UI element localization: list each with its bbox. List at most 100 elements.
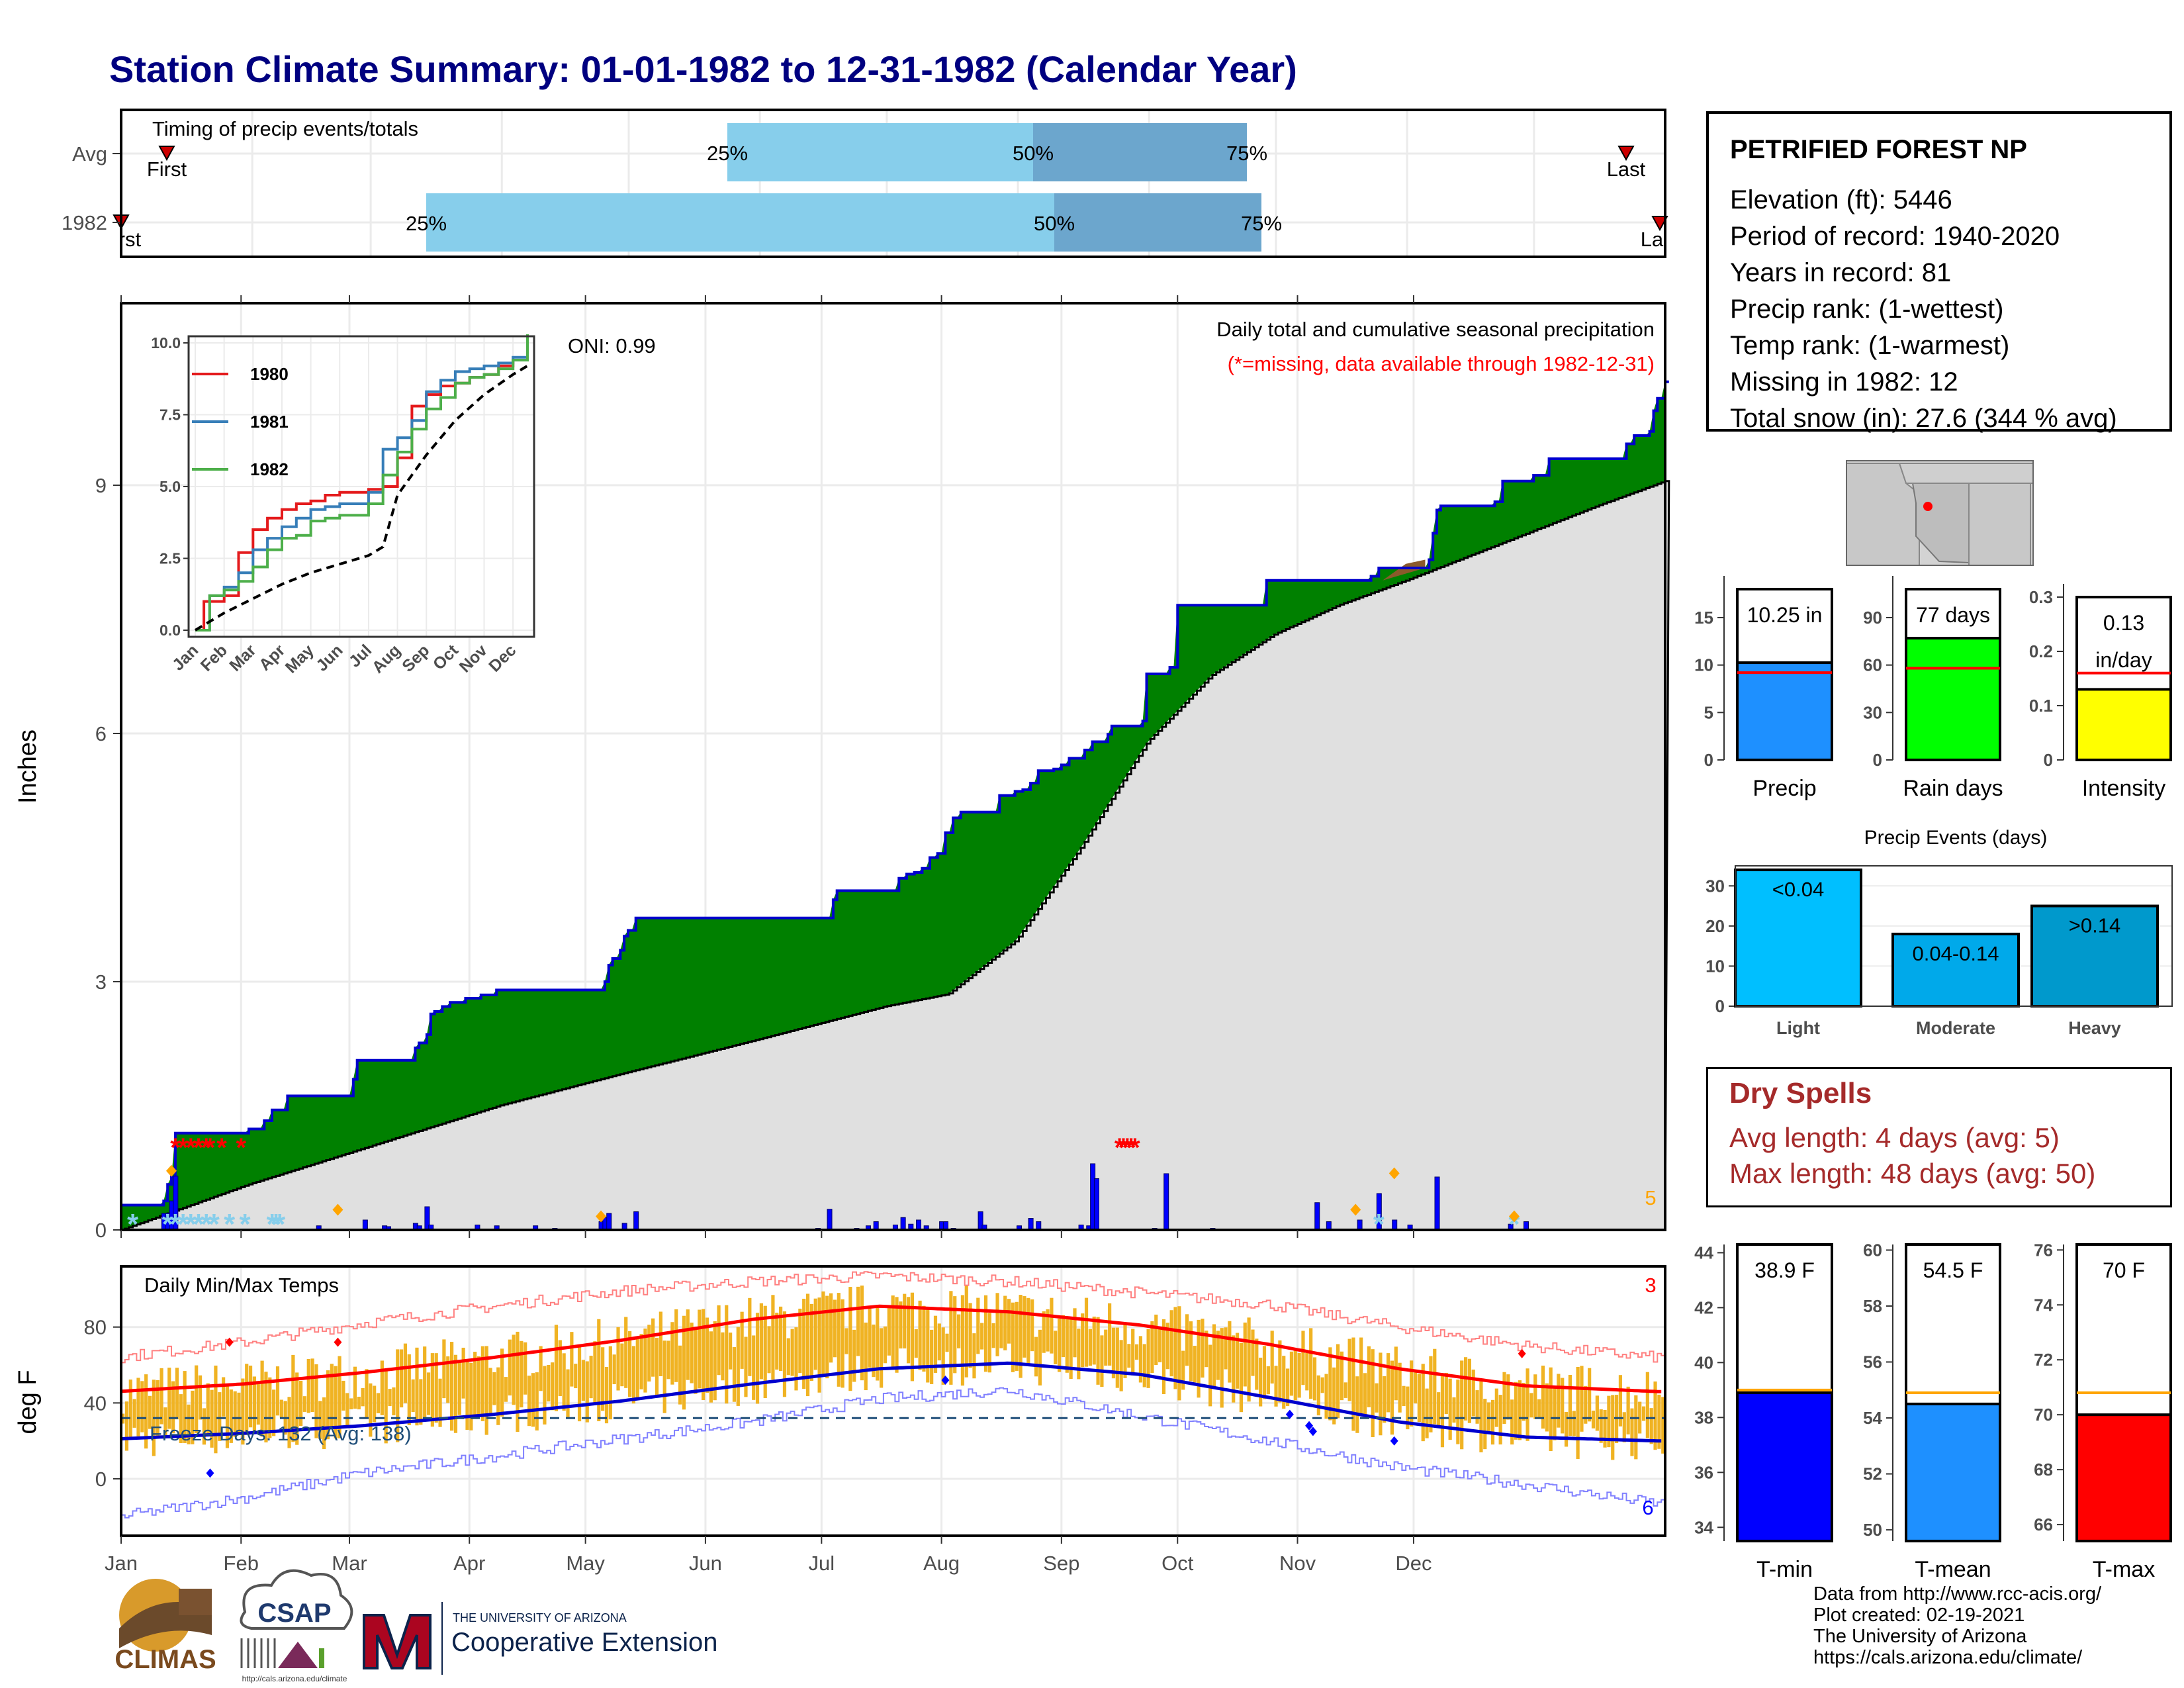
temp-daily-bar bbox=[252, 1376, 257, 1432]
temp-daily-bar bbox=[1169, 1310, 1173, 1377]
temp-daily-bar bbox=[1336, 1344, 1340, 1419]
timing-1982-bar-25-50 bbox=[426, 193, 1054, 252]
precip-snow-marker: * bbox=[208, 1208, 220, 1241]
temp-daily-bar bbox=[662, 1340, 666, 1413]
temp-plot-border bbox=[120, 1265, 1666, 1537]
temp-ytick-label: 0 bbox=[95, 1468, 107, 1491]
temp-daily-bar bbox=[597, 1319, 601, 1422]
month-label: May bbox=[566, 1552, 605, 1575]
temp-daily-bar bbox=[1576, 1367, 1580, 1459]
temp-daily-bar bbox=[1316, 1375, 1320, 1416]
temp-daily-bar bbox=[446, 1356, 450, 1403]
temp-daily-bar bbox=[837, 1293, 841, 1387]
temp-daily-bar bbox=[1355, 1376, 1359, 1433]
inset-legend-label: 1982 bbox=[250, 459, 289, 479]
temp-daily-bar bbox=[825, 1295, 829, 1379]
temp-daily-bar bbox=[1661, 1397, 1665, 1454]
timing-1982-first-label: First bbox=[101, 228, 142, 251]
temp-daily-bar bbox=[903, 1293, 907, 1349]
temp-daily-bar bbox=[686, 1309, 690, 1380]
temp-daily-bar bbox=[976, 1297, 980, 1354]
temp-daily-bar bbox=[1259, 1357, 1263, 1407]
temp-daily-bar bbox=[779, 1306, 783, 1372]
temp-daily-bar bbox=[1525, 1368, 1529, 1441]
precip-daily-bar bbox=[1357, 1219, 1363, 1231]
temp-daily-bar bbox=[403, 1343, 408, 1403]
temp-daily-bar bbox=[415, 1347, 419, 1426]
precip-total-ytick-label: 15 bbox=[1694, 608, 1713, 628]
temp-daily-bar bbox=[392, 1387, 396, 1416]
temp-record-low-marker bbox=[1285, 1409, 1294, 1419]
rain-days-bar bbox=[1905, 637, 2001, 761]
temp-daily-bar bbox=[844, 1328, 848, 1354]
inset-panel: 0.02.55.07.510.0JanFebMarAprMayJunJulAug… bbox=[151, 334, 535, 677]
temp-daily-bar bbox=[709, 1331, 713, 1403]
temp-daily-bar bbox=[1282, 1356, 1286, 1409]
temp-daily-bar bbox=[1630, 1408, 1634, 1456]
temp-daily-bar bbox=[1490, 1399, 1495, 1445]
temp-daily-bar bbox=[1205, 1331, 1208, 1368]
temp-daily-bar bbox=[1158, 1328, 1162, 1362]
precip-missing-marker: * bbox=[201, 1133, 212, 1162]
temp-daily-bar bbox=[291, 1354, 295, 1442]
precip-total-ytick-label: 10 bbox=[1694, 655, 1713, 675]
temp-daily-bar bbox=[601, 1347, 605, 1411]
footer-plot-date: Plot created: 02-19-2021 bbox=[1813, 1605, 2025, 1626]
temp-daily-bar bbox=[1406, 1386, 1410, 1430]
dry-spells-box: Dry Spells Avg length: 4 days (avg: 5) M… bbox=[1706, 1067, 2172, 1207]
temp-daily-bar bbox=[237, 1392, 241, 1432]
events-bar-moderate bbox=[1891, 932, 2020, 1008]
temp-daily-bar bbox=[767, 1326, 771, 1374]
temp-daily-bar bbox=[163, 1407, 167, 1436]
timing-avg-last-label: Last bbox=[1607, 158, 1646, 181]
temp-daily-bar bbox=[159, 1368, 163, 1425]
temp-daily-bar bbox=[813, 1298, 817, 1370]
temp-daily-bar bbox=[574, 1364, 578, 1389]
temp-daily-bar bbox=[338, 1356, 341, 1438]
temp-daily-bar bbox=[171, 1381, 175, 1434]
temp-daily-bar bbox=[1379, 1352, 1383, 1436]
precip-snow-marker: * bbox=[266, 1208, 278, 1241]
temp-daily-bar bbox=[1011, 1302, 1015, 1372]
temp-daily-bar bbox=[732, 1347, 737, 1402]
intensity-bar bbox=[2075, 688, 2172, 762]
temp-daily-bar bbox=[279, 1399, 283, 1418]
temp-daily-bar bbox=[1216, 1331, 1220, 1380]
temp-record-high-marker bbox=[334, 1337, 342, 1347]
temp-daily-bar bbox=[1235, 1333, 1240, 1389]
temp-daily-bar bbox=[1285, 1368, 1290, 1407]
temp-daily-bar bbox=[144, 1374, 148, 1449]
intensity-ytick-label: 0 bbox=[2044, 750, 2053, 770]
temp-daily-bar bbox=[1177, 1306, 1181, 1401]
ua-logo-extension: Cooperative Extension bbox=[451, 1628, 717, 1657]
inset-series-1982 bbox=[195, 334, 529, 632]
temp-daily-bar bbox=[817, 1297, 821, 1393]
temp-daily-bar bbox=[1367, 1346, 1371, 1407]
temp-daily-bar bbox=[1289, 1351, 1294, 1396]
temp-daily-bar bbox=[914, 1329, 918, 1358]
temp-daily-bar bbox=[627, 1331, 632, 1397]
temp-daily-bar bbox=[829, 1293, 833, 1363]
precip-daily-bar bbox=[362, 1219, 368, 1231]
temp-daily-bar bbox=[1239, 1342, 1244, 1413]
temp-daily-bar bbox=[1309, 1328, 1313, 1399]
events-ytick-label: 10 bbox=[1706, 956, 1725, 976]
temp-daily-bar bbox=[399, 1349, 404, 1408]
t-min-ytick-label: 34 bbox=[1694, 1517, 1713, 1537]
temp-daily-bar bbox=[318, 1401, 322, 1439]
temp-daily-bar bbox=[821, 1291, 825, 1376]
freeze-days-label: Freeze Days: 132 (Avg: 138) bbox=[150, 1422, 412, 1445]
temp-daily-bar bbox=[1649, 1408, 1653, 1444]
temp-daily-bar bbox=[968, 1303, 972, 1368]
temp-daily-bar bbox=[690, 1323, 694, 1383]
events-ytick-label: 20 bbox=[1706, 916, 1725, 936]
temp-daily-bar bbox=[1054, 1331, 1058, 1364]
temp-daily-bar bbox=[218, 1392, 222, 1441]
events-bar-heavy bbox=[2030, 904, 2159, 1008]
temp-daily-bar bbox=[702, 1309, 705, 1401]
temp-daily-bar bbox=[198, 1375, 203, 1420]
temp-daily-bar bbox=[949, 1291, 953, 1385]
temp-daily-bar bbox=[964, 1286, 968, 1378]
